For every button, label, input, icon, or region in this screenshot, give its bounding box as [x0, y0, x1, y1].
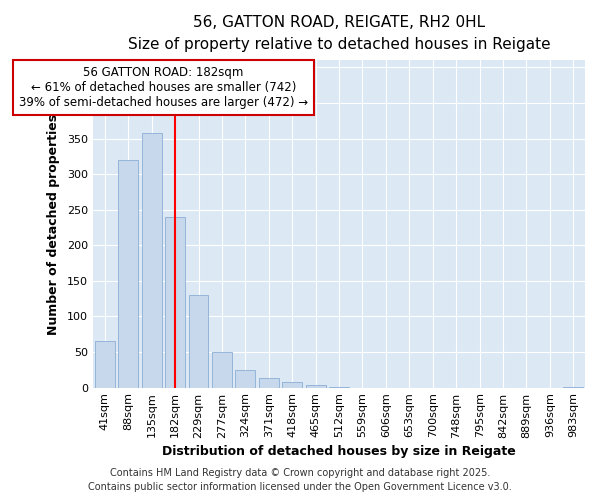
Bar — [188, 295, 208, 388]
Bar — [563, 387, 583, 388]
Bar — [259, 378, 279, 388]
Bar — [165, 217, 185, 388]
Bar — [329, 387, 349, 388]
X-axis label: Distribution of detached houses by size in Reigate: Distribution of detached houses by size … — [162, 444, 516, 458]
Bar — [142, 133, 161, 388]
Bar — [282, 382, 302, 388]
Bar — [118, 160, 138, 388]
Bar — [235, 370, 256, 388]
Bar — [212, 352, 232, 388]
Text: Contains HM Land Registry data © Crown copyright and database right 2025.
Contai: Contains HM Land Registry data © Crown c… — [88, 468, 512, 492]
Y-axis label: Number of detached properties: Number of detached properties — [47, 114, 60, 334]
Title: 56, GATTON ROAD, REIGATE, RH2 0HL
Size of property relative to detached houses i: 56, GATTON ROAD, REIGATE, RH2 0HL Size o… — [128, 15, 550, 52]
Text: 56 GATTON ROAD: 182sqm
← 61% of detached houses are smaller (742)
39% of semi-de: 56 GATTON ROAD: 182sqm ← 61% of detached… — [19, 66, 308, 109]
Bar — [305, 386, 326, 388]
Bar — [95, 342, 115, 388]
